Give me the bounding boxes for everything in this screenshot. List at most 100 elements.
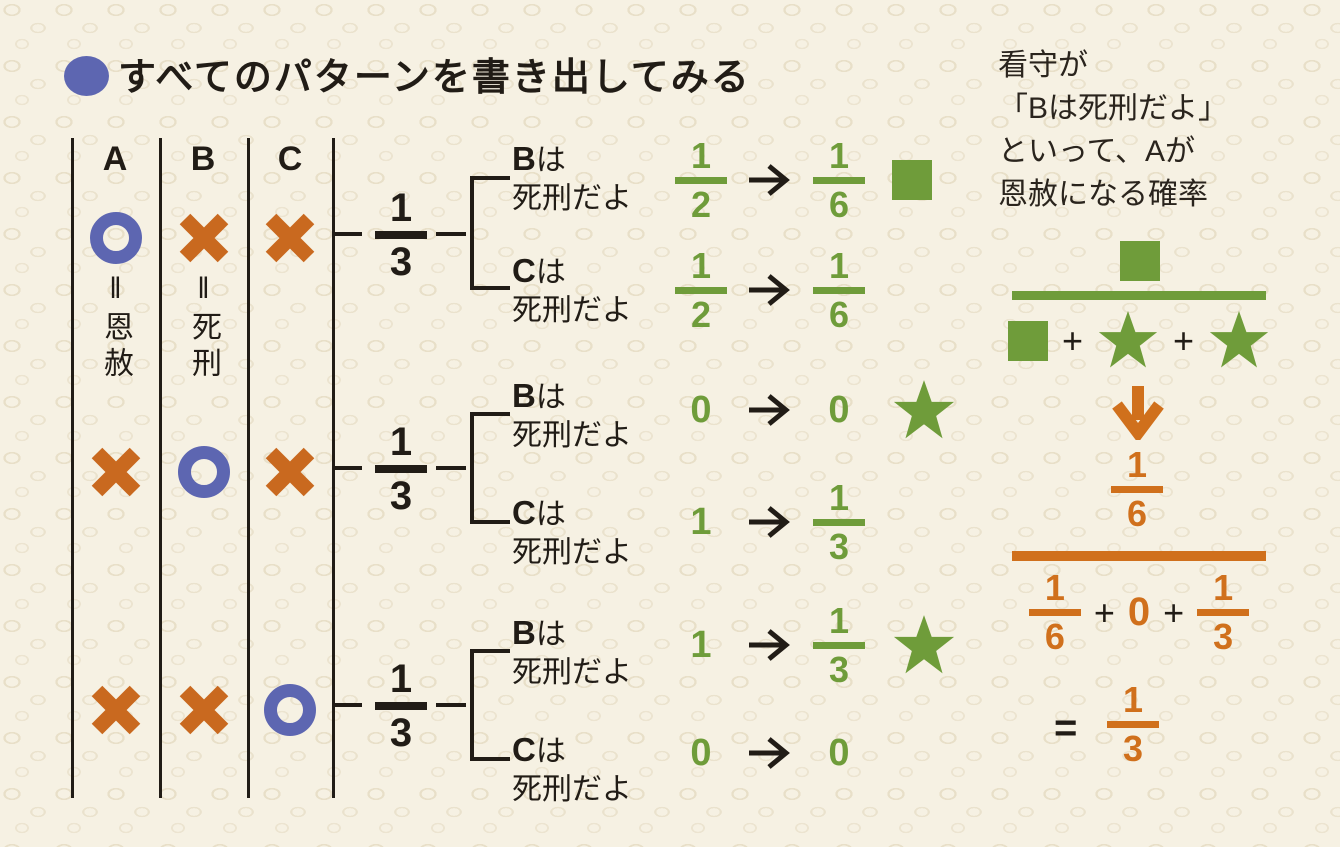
tree-bracket [470, 412, 474, 524]
column-header-a: A [102, 140, 128, 178]
plus-sign: + [1093, 591, 1115, 633]
green-formula-denominator: + + [1008, 311, 1270, 370]
branch-probability: 1 3 [370, 422, 432, 516]
fraction-bar [675, 176, 727, 184]
right-arrow-icon [749, 506, 790, 538]
execution-cross-icon [265, 213, 315, 263]
fraction-bar [1028, 609, 1081, 616]
final-result-fraction: 1 3 [1102, 682, 1164, 767]
title-bullet-icon [64, 56, 109, 96]
green-star-icon [1209, 311, 1269, 368]
orange-numerator-fraction: 1 6 [1106, 447, 1168, 532]
tree-bracket-stub [470, 176, 510, 180]
tree-bracket-stub [470, 286, 510, 290]
fraction-bar [813, 641, 865, 649]
equals-sign: = [1054, 706, 1078, 750]
green-star-icon [1098, 311, 1158, 368]
probability-value: 0 [828, 731, 850, 774]
fraction-bar [813, 176, 865, 184]
probability-value: 0 [690, 731, 712, 774]
branch-label-b: Bは 死刑だよ [512, 140, 632, 215]
down-arrow-icon [1112, 386, 1164, 440]
right-arrow-icon [749, 274, 790, 306]
tree-connector [436, 703, 466, 707]
right-arrow-icon [749, 737, 790, 769]
green-star-icon [893, 614, 955, 673]
pardon-circle-icon [90, 212, 142, 264]
fraction-bar [813, 286, 865, 294]
fraction-numerator: 1 [389, 657, 413, 701]
fraction-bar [675, 286, 727, 294]
fraction-bar [375, 702, 427, 710]
right-arrow-icon [749, 394, 790, 426]
fraction-denominator: 3 [389, 711, 413, 755]
column-header-c: C [277, 140, 303, 178]
fraction-denominator: 3 [389, 240, 413, 284]
probability-value: 0 [828, 388, 850, 431]
fraction-bar [1197, 609, 1250, 616]
execution-cross-icon [179, 685, 229, 735]
table-rule [71, 138, 74, 798]
tree-bracket-stub [470, 649, 510, 653]
page-title: すべてのパターンを書き出してみる [118, 57, 751, 99]
column-header-b: B [190, 140, 216, 178]
probability-value: 1 [690, 623, 712, 666]
table-rule [159, 138, 162, 798]
tree-bracket-stub [470, 757, 510, 761]
orange-fraction-bar [1012, 551, 1266, 561]
tree-bracket-stub [470, 412, 510, 416]
fraction-bar [375, 231, 427, 239]
execution-cross-icon [91, 447, 141, 497]
fraction-bar [375, 465, 427, 473]
right-arrow-icon [749, 164, 790, 196]
zero-value: 0 [1127, 590, 1151, 634]
branch-label-b: Bは 死刑だよ [512, 614, 632, 689]
fraction-bar [813, 518, 865, 526]
orange-formula-denominator: 1 6 + 0 + 1 3 [990, 570, 1288, 655]
branch-label-c: Cは 死刑だよ [512, 494, 632, 569]
table-rule [332, 138, 335, 798]
result-row: 0 0 [656, 698, 986, 808]
probability-value: 1 [690, 500, 712, 543]
legend-pardon: ‖恩赦 [99, 272, 132, 383]
table-rule [247, 138, 250, 798]
tree-bracket-stub [470, 520, 510, 524]
execution-cross-icon [265, 447, 315, 497]
fraction-bar [1111, 486, 1163, 493]
tree-connector [436, 466, 466, 470]
plus-sign: + [1061, 319, 1084, 361]
green-square-icon [892, 160, 932, 200]
green-square-icon [1008, 320, 1048, 361]
probability-fraction: 1 6 [1028, 570, 1081, 655]
legend-execution: ‖死刑 [187, 272, 220, 383]
branch-label-b: Bは 死刑だよ [512, 377, 632, 452]
tree-connector [334, 232, 362, 236]
right-arrow-icon [749, 629, 790, 661]
result-row: 0 0 [656, 355, 986, 465]
tree-connector [334, 466, 362, 470]
question-caption: 看守が 「Bは死刑だよ」 といって、Aが 恩赦になる確率 [998, 49, 1229, 211]
branch-probability: 1 3 [370, 659, 432, 753]
pardon-circle-icon [178, 446, 230, 498]
tree-connector [436, 232, 466, 236]
execution-cross-icon [179, 213, 229, 263]
plus-sign: + [1172, 319, 1195, 361]
branch-label-c: Cは 死刑だよ [512, 252, 632, 327]
fraction-numerator: 1 [389, 186, 413, 230]
probability-value: 0 [690, 388, 712, 431]
execution-cross-icon [91, 685, 141, 735]
tree-bracket [470, 176, 474, 290]
green-square-icon [1120, 241, 1160, 281]
green-star-icon [893, 379, 955, 438]
fraction-numerator: 1 [389, 420, 413, 464]
